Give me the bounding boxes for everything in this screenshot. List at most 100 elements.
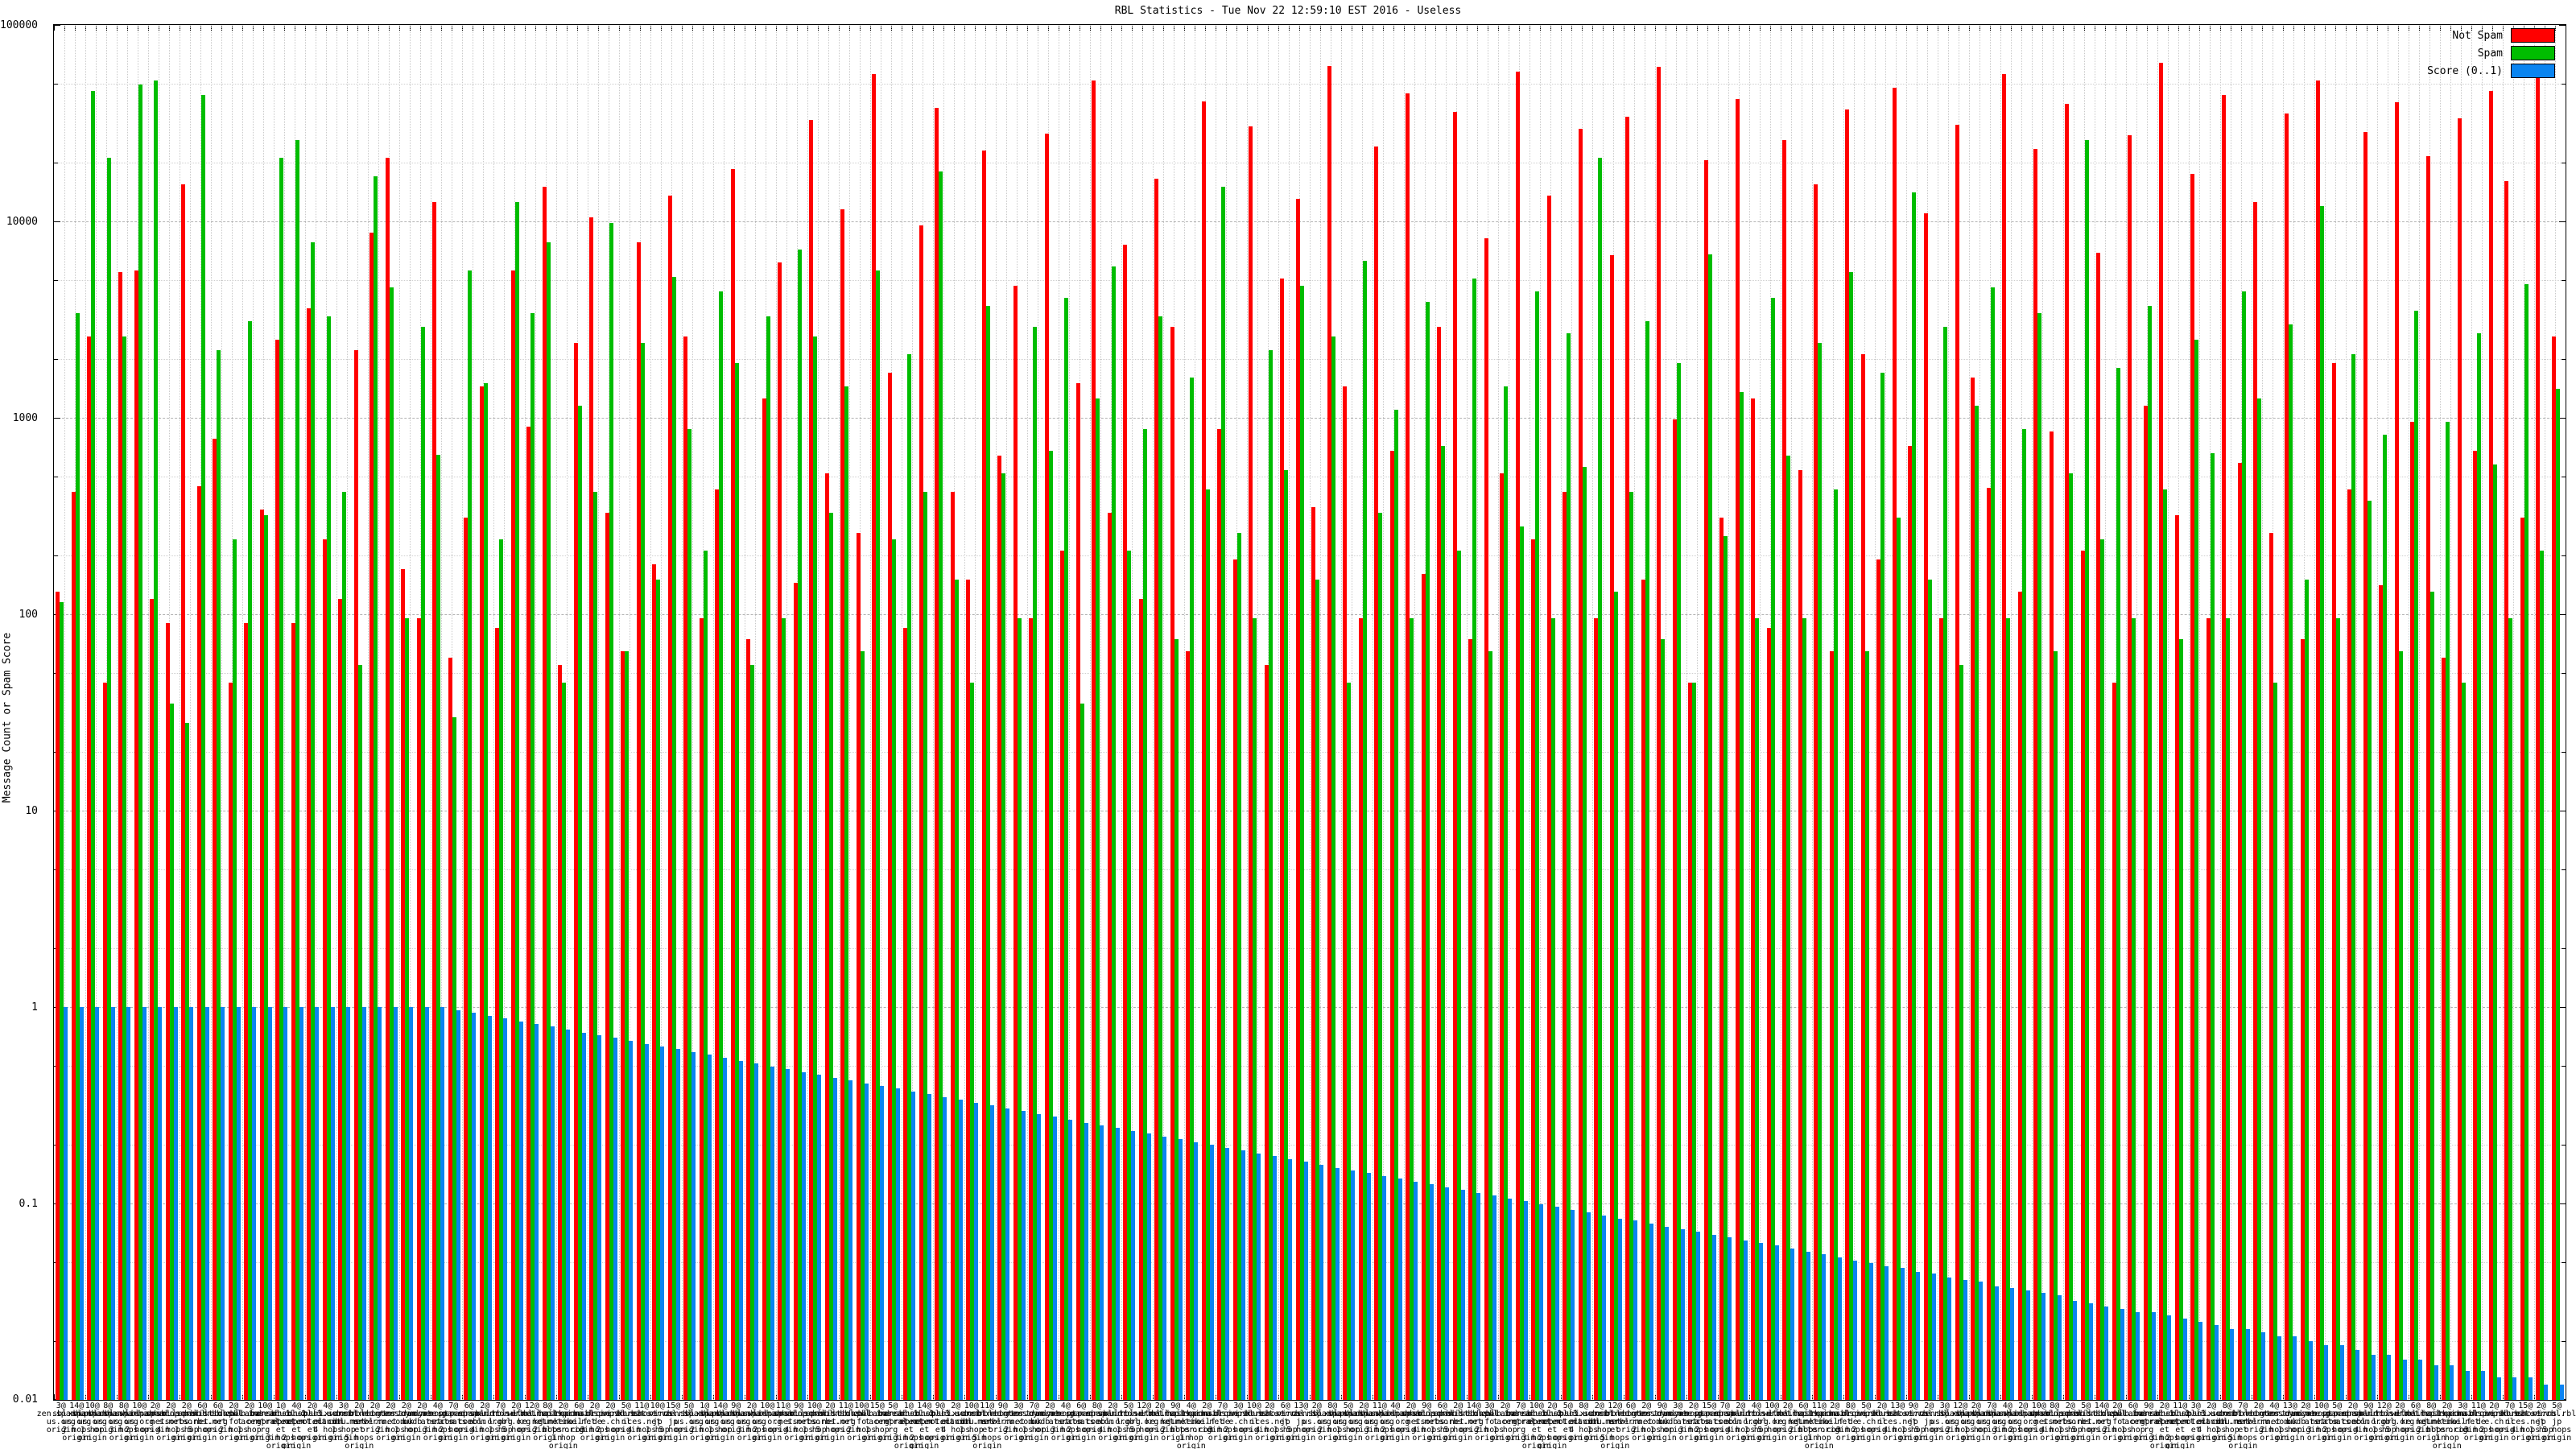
x-category-label: 9@ dnsbl-3.uc eprotect.n et origin bbox=[915, 1402, 964, 1443]
vertical-gridline bbox=[1770, 25, 1771, 1400]
vertical-gridline bbox=[106, 25, 107, 1400]
bar-not-spam bbox=[1154, 178, 1158, 1400]
vertical-gridline bbox=[96, 25, 97, 1400]
bar-not-spam bbox=[730, 168, 735, 1400]
bar-spam bbox=[1567, 332, 1571, 1400]
vertical-gridline bbox=[1027, 25, 1028, 1400]
bar-not-spam bbox=[291, 623, 295, 1400]
bar-not-spam bbox=[1437, 327, 1441, 1400]
vertical-gridline bbox=[1111, 25, 1112, 1400]
bar-not-spam bbox=[636, 242, 641, 1400]
x-category-label: 8@ sbl.spamha us.org 2 hops origin bbox=[1308, 1402, 1357, 1443]
vertical-gridline bbox=[2189, 25, 2190, 1400]
bar-spam bbox=[656, 580, 661, 1400]
bar-score-0-1- bbox=[142, 1007, 147, 1400]
bar-score-0-1- bbox=[1554, 1207, 1559, 1400]
bar-score-0-1- bbox=[1711, 1235, 1716, 1400]
vertical-gridline bbox=[2105, 25, 2106, 1400]
vertical-gridline bbox=[1885, 25, 1886, 1400]
bar-not-spam bbox=[966, 580, 970, 1400]
vertical-gridline bbox=[556, 25, 557, 1400]
horizontal-gridline-minor bbox=[54, 947, 2566, 949]
bar-score-0-1- bbox=[2136, 1311, 2140, 1400]
x-category-label: 11@ list.dnswl .org origin bbox=[821, 1402, 870, 1435]
bar-spam bbox=[1880, 372, 1885, 1400]
bar-score-0-1- bbox=[2245, 1328, 2250, 1400]
bar-spam bbox=[1347, 682, 1352, 1400]
vertical-gridline bbox=[525, 25, 526, 1400]
x-category-label: 5@ b.barracud acentral.o rg origin bbox=[869, 1402, 918, 1443]
bar-not-spam bbox=[1546, 196, 1551, 1400]
vertical-gridline bbox=[1121, 25, 1122, 1400]
x-category-label: 12@ sbl.spamha us.org 2 hops origin bbox=[1936, 1402, 1985, 1443]
bar-not-spam bbox=[589, 217, 593, 1400]
bar-spam bbox=[2084, 139, 2089, 1400]
x-category-label: 9@ short.rbl. jp 1 hop origin bbox=[1889, 1402, 1938, 1443]
bar-spam bbox=[2069, 473, 2074, 1400]
bar-score-0-1- bbox=[691, 1051, 696, 1400]
bar-not-spam bbox=[1876, 559, 1880, 1400]
bar-not-spam bbox=[2285, 113, 2289, 1400]
bar-not-spam bbox=[1484, 238, 1488, 1400]
bar-not-spam bbox=[558, 665, 562, 1400]
vertical-gridline bbox=[2429, 25, 2430, 1400]
x-category-label: 3@ dnsbl-3.uc eprotect.n et origin bbox=[2171, 1402, 2220, 1443]
bar-score-0-1- bbox=[378, 1007, 382, 1400]
x-category-label: 10@ dyna.spamr ats.com 3 hops origin bbox=[2297, 1402, 2346, 1443]
bar-not-spam bbox=[2425, 155, 2430, 1400]
bar-score-0-1- bbox=[346, 1007, 351, 1400]
vertical-gridline bbox=[2346, 25, 2347, 1400]
bar-not-spam bbox=[307, 308, 311, 1400]
bar-score-0-1- bbox=[330, 1007, 335, 1400]
vertical-gridline bbox=[1435, 25, 1436, 1400]
vertical-gridline bbox=[1906, 25, 1907, 1400]
vertical-gridline bbox=[1990, 25, 1991, 1400]
bar-spam bbox=[2178, 638, 2183, 1400]
vertical-gridline bbox=[1498, 25, 1499, 1400]
bar-not-spam bbox=[2363, 132, 2368, 1400]
bar-not-spam bbox=[2442, 658, 2446, 1400]
vertical-gridline bbox=[242, 25, 243, 1400]
bar-score-0-1- bbox=[1272, 1156, 1277, 1400]
y-minor-tick bbox=[2562, 869, 2566, 871]
bar-not-spam bbox=[1406, 93, 1410, 1400]
vertical-gridline bbox=[2503, 25, 2504, 1400]
bar-score-0-1- bbox=[832, 1077, 837, 1400]
bar-score-0-1- bbox=[1633, 1220, 1638, 1400]
vertical-gridline bbox=[399, 25, 400, 1400]
bar-spam bbox=[1724, 535, 1728, 1400]
y-major-tick bbox=[2559, 221, 2566, 222]
bar-spam bbox=[1582, 467, 1587, 1400]
bar-score-0-1- bbox=[1397, 1179, 1402, 1400]
bar-not-spam bbox=[793, 582, 798, 1400]
horizontal-gridline-major bbox=[54, 221, 2566, 222]
x-category-label: 2@ dnsbl-1.uc eprotect.n et 3 hops origi… bbox=[2140, 1402, 2189, 1449]
vertical-gridline bbox=[2063, 25, 2064, 1400]
bar-not-spam bbox=[2190, 173, 2194, 1400]
bar-spam bbox=[342, 491, 347, 1400]
vertical-gridline bbox=[1613, 25, 1614, 1400]
vertical-gridline bbox=[2461, 25, 2462, 1400]
bar-score-0-1- bbox=[675, 1049, 680, 1400]
bar-score-0-1- bbox=[786, 1068, 791, 1400]
bar-spam bbox=[671, 277, 676, 1400]
vertical-gridline bbox=[2304, 25, 2305, 1400]
bar-score-0-1- bbox=[550, 1026, 555, 1400]
bar-not-spam bbox=[2065, 104, 2069, 1400]
vertical-gridline bbox=[1603, 25, 1604, 1400]
x-category-label: 7@ virbl.bit. nl origin bbox=[2485, 1402, 2534, 1435]
x-category-label: 13@ tor.dan.me .uk 1 hop origin bbox=[2265, 1402, 2314, 1443]
bar-score-0-1- bbox=[1868, 1262, 1873, 1400]
vertical-gridline bbox=[860, 25, 861, 1400]
vertical-gridline bbox=[2335, 25, 2336, 1400]
bar-score-0-1- bbox=[2371, 1354, 2376, 1400]
bar-spam bbox=[1912, 192, 1917, 1400]
bar-score-0-1- bbox=[1084, 1122, 1088, 1400]
bar-score-0-1- bbox=[1947, 1277, 1952, 1400]
bar-not-spam bbox=[824, 473, 829, 1400]
vertical-gridline bbox=[2157, 25, 2158, 1400]
bar-not-spam bbox=[2033, 148, 2037, 1400]
bar-spam bbox=[625, 650, 630, 1400]
vertical-gridline bbox=[2262, 25, 2263, 1400]
vertical-gridline bbox=[1257, 25, 1258, 1400]
